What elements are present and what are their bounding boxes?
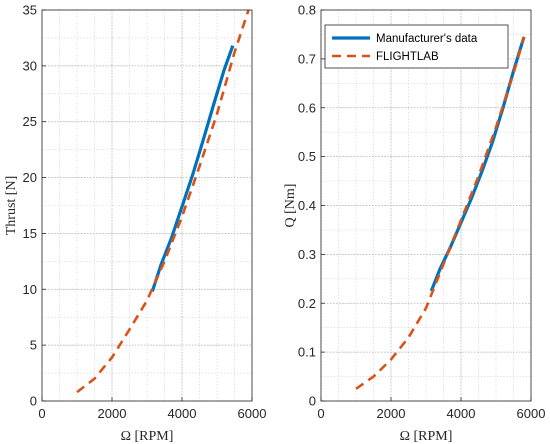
x-tick-label: 4000 bbox=[168, 406, 197, 421]
flightlab-series-line bbox=[355, 36, 526, 390]
y-tick-label: 0.5 bbox=[298, 149, 316, 164]
y-tick-label: 0.6 bbox=[298, 100, 316, 115]
y-tick-label: 10 bbox=[23, 282, 37, 297]
y-tick-label: 0.4 bbox=[298, 198, 316, 213]
y-tick-label: 25 bbox=[23, 114, 37, 129]
y-tick-label: 0.7 bbox=[298, 51, 316, 66]
manufacturer-series-line bbox=[150, 45, 235, 292]
x-axis-label: Ω [RPM] bbox=[121, 429, 174, 444]
y-tick-label: 0.1 bbox=[298, 345, 316, 360]
y-axis-label: Thrust [N] bbox=[4, 176, 19, 236]
thrust-plot: 0 2000 4000 6000 0 5 10 15 20 25 30 35 Ω [RPM] Thrust… bbox=[4, 3, 266, 444]
x-axis-label: Ω [RPM] bbox=[400, 429, 453, 444]
y-tick-label: 0.8 bbox=[298, 3, 316, 18]
y-tick-label: 0 bbox=[309, 394, 316, 409]
axes-box bbox=[41, 9, 253, 402]
y-tick-label: 0 bbox=[30, 394, 37, 409]
flightlab-series-line bbox=[76, 9, 250, 394]
x-tick-label: 2000 bbox=[377, 406, 406, 421]
torque-plot: 0 2000 4000 6000 0 0.1 0.2 0.3 0.4 0.5 0.6 0.7 0.8 Ω … bbox=[283, 3, 545, 444]
y-tick-label: 30 bbox=[23, 58, 37, 73]
x-tick-label: 6000 bbox=[238, 406, 267, 421]
y-tick-label: 35 bbox=[23, 3, 37, 18]
legend-box bbox=[324, 24, 509, 69]
x-tick-label: 6000 bbox=[517, 406, 546, 421]
legend-entry: FLIGHTLAB bbox=[376, 51, 439, 63]
x-tick-label: 0 bbox=[38, 406, 45, 421]
legend-entry: Manufacturer's data bbox=[376, 33, 478, 45]
y-tick-label: 15 bbox=[23, 226, 37, 241]
x-tick-label: 2000 bbox=[98, 406, 127, 421]
x-tick-label: 4000 bbox=[447, 406, 476, 421]
y-tick-label: 0.2 bbox=[298, 296, 316, 311]
y-tick-label: 0.3 bbox=[298, 247, 316, 262]
x-tick-label: 0 bbox=[317, 406, 324, 421]
legend: Manufacturer's data FLIGHTLAB bbox=[324, 24, 509, 69]
y-axis-label: Q [Nm] bbox=[283, 184, 298, 228]
y-tick-label: 20 bbox=[23, 170, 37, 185]
y-tick-label: 5 bbox=[30, 338, 37, 353]
manufacturer-series-line bbox=[429, 36, 526, 292]
